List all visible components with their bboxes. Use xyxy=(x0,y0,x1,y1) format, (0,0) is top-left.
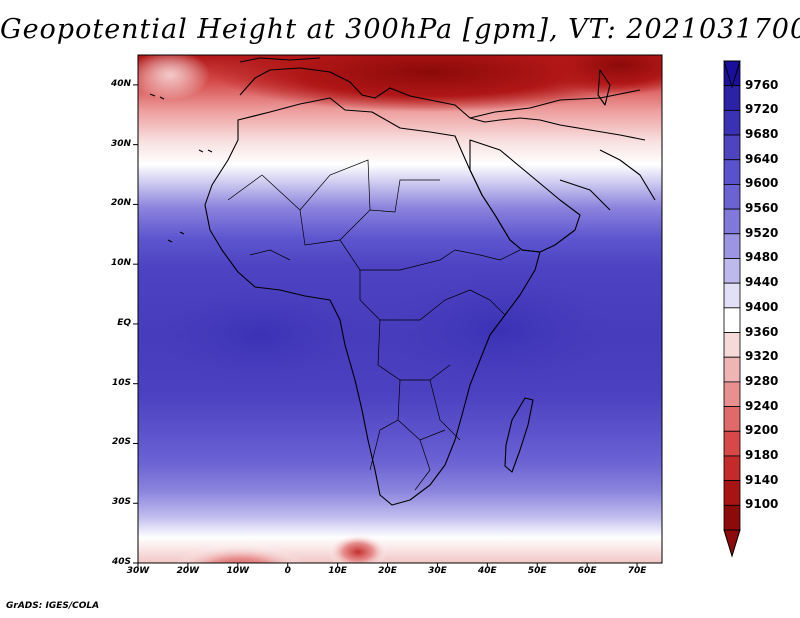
lon-label: 30W xyxy=(126,566,150,576)
lat-label: 20S xyxy=(111,437,131,448)
colorbar-swatch xyxy=(723,480,741,506)
lon-label: 30E xyxy=(428,566,447,576)
colorbar-top-arrow xyxy=(723,60,741,89)
colorbar-swatch xyxy=(723,406,741,432)
colorbar-swatch xyxy=(723,504,741,531)
height-field xyxy=(138,55,662,563)
colorbar-swatch xyxy=(723,208,741,235)
lat-label: 30S xyxy=(111,497,131,508)
country-borders xyxy=(227,159,521,491)
colorbar-label: 9600 xyxy=(745,176,779,191)
colorbar-swatch xyxy=(723,381,741,407)
colorbar-swatch xyxy=(723,455,741,482)
colorbar-label: 9240 xyxy=(745,398,779,413)
colorbar-label: 9680 xyxy=(745,127,779,142)
lat-label: EQ xyxy=(117,317,131,328)
lon-label: 70E xyxy=(627,566,647,576)
chart-title: Geopotential Height at 300hPa [gpm], VT:… xyxy=(0,14,800,45)
colorbar-bottom-arrow xyxy=(723,529,741,558)
colorbar-swatch xyxy=(723,258,741,284)
colorbar-swatch xyxy=(723,282,741,309)
colorbar-swatch xyxy=(723,159,741,185)
colorbar-label: 9440 xyxy=(745,275,779,290)
colorbar-label: 9140 xyxy=(745,472,779,487)
lat-label: 10S xyxy=(111,377,131,388)
grads-credit: GrADS: IGES/COLA xyxy=(6,601,100,611)
colorbar-label: 9180 xyxy=(745,447,779,462)
colorbar-swatch xyxy=(723,184,741,210)
colorbar-label: 9560 xyxy=(745,201,779,216)
lon-label: 20E xyxy=(378,566,397,576)
coastlines xyxy=(149,57,656,506)
lon-label: 50E xyxy=(527,566,547,576)
colorbar-swatch xyxy=(723,356,741,383)
colorbar-label: 9360 xyxy=(745,324,779,339)
colorbar-label: 9400 xyxy=(745,299,779,314)
colorbar-label: 9280 xyxy=(745,373,779,388)
colorbar-label: 9760 xyxy=(745,77,779,92)
colorbar-label: 9520 xyxy=(745,225,779,240)
colorbar-swatch xyxy=(723,307,741,333)
lon-label: 10W xyxy=(226,566,250,576)
lat-label: 10N xyxy=(110,258,131,269)
lat-label: 40N xyxy=(110,78,131,89)
lat-label: 20N xyxy=(110,198,131,209)
colorbar-swatch xyxy=(723,233,741,259)
lon-label: 60E xyxy=(577,566,597,576)
colorbar-swatch xyxy=(723,430,741,457)
colorbar-swatch xyxy=(723,109,741,136)
plot-frame xyxy=(133,54,663,567)
colorbar-label: 9320 xyxy=(745,349,779,364)
colorbar xyxy=(723,60,741,531)
colorbar-swatch xyxy=(723,332,741,358)
colorbar-swatch xyxy=(723,85,741,111)
colorbar-label: 9720 xyxy=(745,102,779,117)
lon-label: 40E xyxy=(477,566,497,576)
lat-label: 40S xyxy=(111,557,131,567)
colorbar-label: 9200 xyxy=(745,423,779,438)
colorbar-label: 9480 xyxy=(745,250,779,265)
colorbar-label: 9640 xyxy=(745,151,779,166)
colorbar-label: 9100 xyxy=(745,497,779,512)
lon-label: 10E xyxy=(328,566,347,576)
lon-label: 0 xyxy=(284,566,291,576)
colorbar-swatch xyxy=(723,134,741,161)
lat-label: 30N xyxy=(110,138,131,149)
lon-label: 20W xyxy=(176,566,200,576)
